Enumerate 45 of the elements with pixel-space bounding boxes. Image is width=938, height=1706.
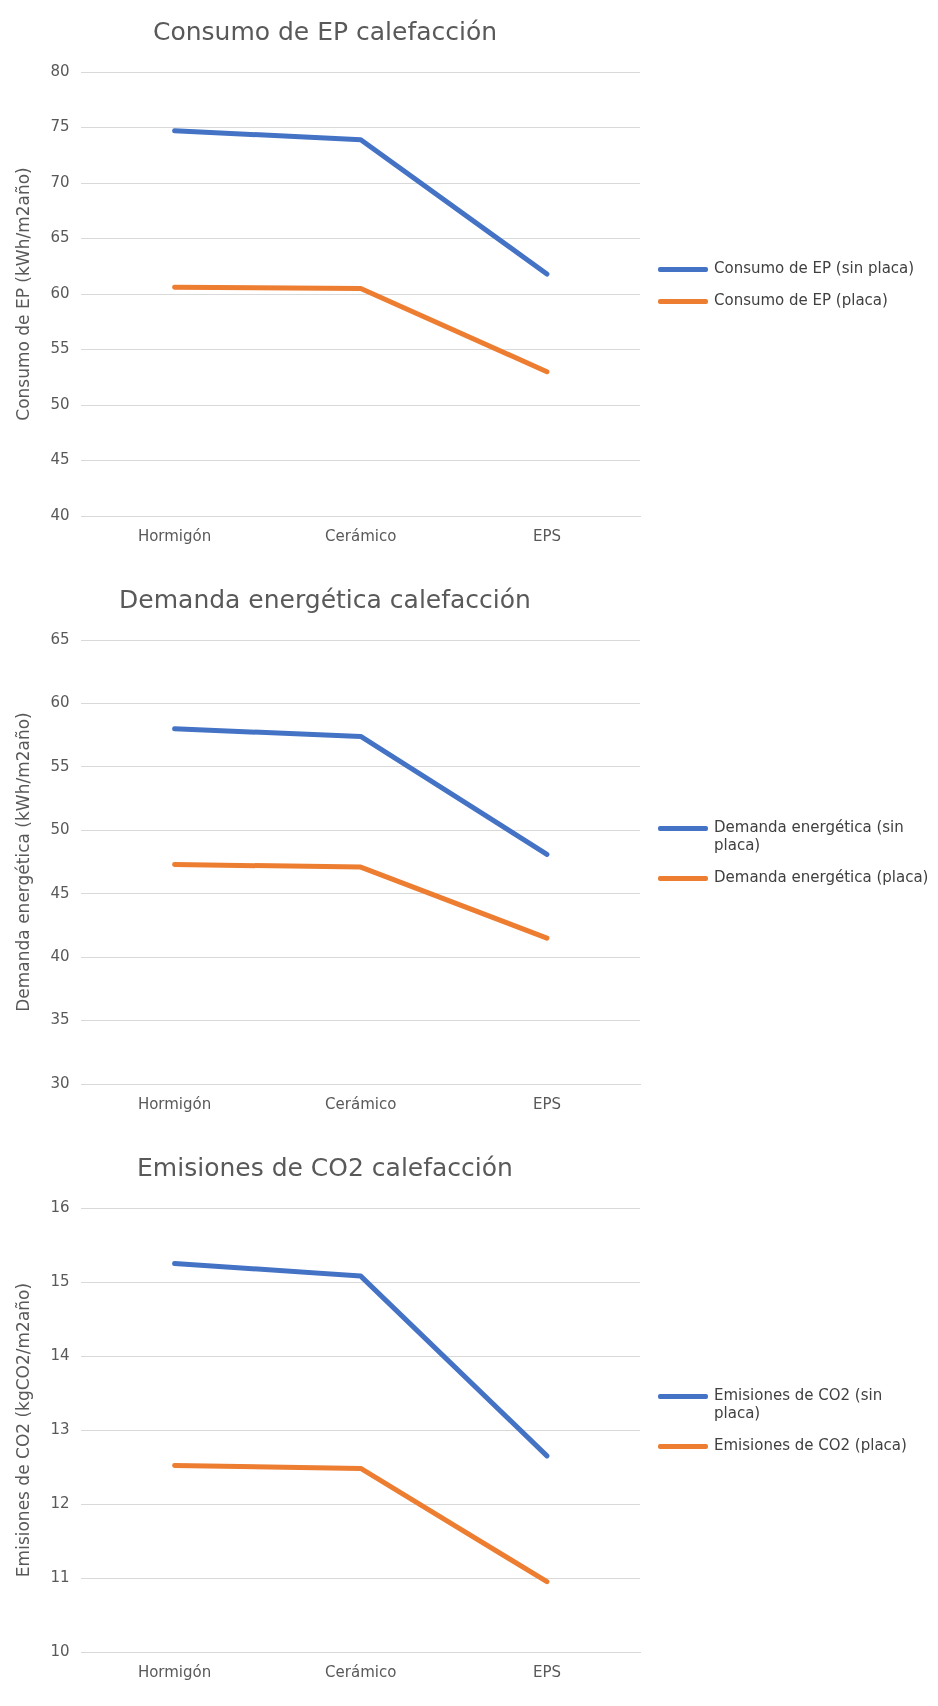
- y-tick-label: 40: [50, 505, 70, 524]
- legend-label: Demanda energética (sin placa): [714, 818, 905, 854]
- y-tick-label: 55: [50, 756, 70, 775]
- y-tick-label: 65: [50, 228, 70, 247]
- y-tick-label: 70: [50, 172, 70, 191]
- y-axis-title: Consumo de EP (kWh/m2año): [12, 167, 33, 421]
- y-tick-label: 14: [50, 1345, 70, 1364]
- x-tick-label: Cerámico: [325, 1094, 397, 1113]
- y-tick-label: 10: [50, 1641, 70, 1660]
- y-tick-label: 13: [50, 1419, 70, 1438]
- legend-label: Emisiones de CO2 (placa): [714, 1436, 907, 1454]
- y-tick-label: 12: [50, 1493, 70, 1512]
- chart-title: Demanda energética calefacción: [119, 584, 531, 614]
- y-tick-label: 60: [50, 283, 70, 302]
- y-tick-label: 50: [50, 394, 70, 413]
- y-tick-label: 45: [50, 450, 70, 469]
- x-tick-label: EPS: [532, 526, 561, 545]
- chart-title: Consumo de EP calefacción: [152, 16, 498, 46]
- y-tick-label: 75: [50, 117, 70, 136]
- y-tick-label: 35: [50, 1010, 70, 1029]
- y-tick-label: 80: [50, 61, 70, 80]
- legend-label: Emisiones de CO2 (sin placa): [714, 1386, 884, 1422]
- x-tick-label: Hormigón: [137, 1094, 212, 1113]
- y-tick-label: 40: [50, 947, 70, 966]
- y-axis-title: Emisiones de CO2 (kgCO2/m2año): [12, 1282, 33, 1578]
- y-tick-label: 50: [50, 820, 70, 839]
- y-tick-label: 60: [50, 693, 70, 712]
- x-tick-label: Cerámico: [325, 526, 397, 545]
- legend-label: Demanda energética (placa): [714, 868, 929, 886]
- y-axis-title: Demanda energética (kWh/m2año): [12, 712, 33, 1012]
- chart-title: Emisiones de CO2 calefacción: [137, 1152, 513, 1182]
- y-tick-label: 55: [50, 339, 70, 358]
- x-tick-label: Cerámico: [325, 1662, 397, 1681]
- y-tick-label: 11: [50, 1567, 70, 1586]
- x-tick-label: EPS: [532, 1662, 561, 1681]
- y-tick-label: 30: [50, 1073, 70, 1092]
- y-tick-label: 65: [50, 629, 70, 648]
- y-tick-label: 15: [50, 1271, 70, 1290]
- x-tick-label: Hormigón: [137, 1662, 212, 1681]
- legend-label: Consumo de EP (sin placa): [714, 259, 915, 277]
- x-tick-label: EPS: [532, 1094, 561, 1113]
- legend-label: Consumo de EP (placa): [714, 291, 888, 309]
- y-tick-label: 45: [50, 883, 70, 902]
- y-tick-label: 16: [50, 1197, 70, 1216]
- x-tick-label: Hormigón: [137, 526, 212, 545]
